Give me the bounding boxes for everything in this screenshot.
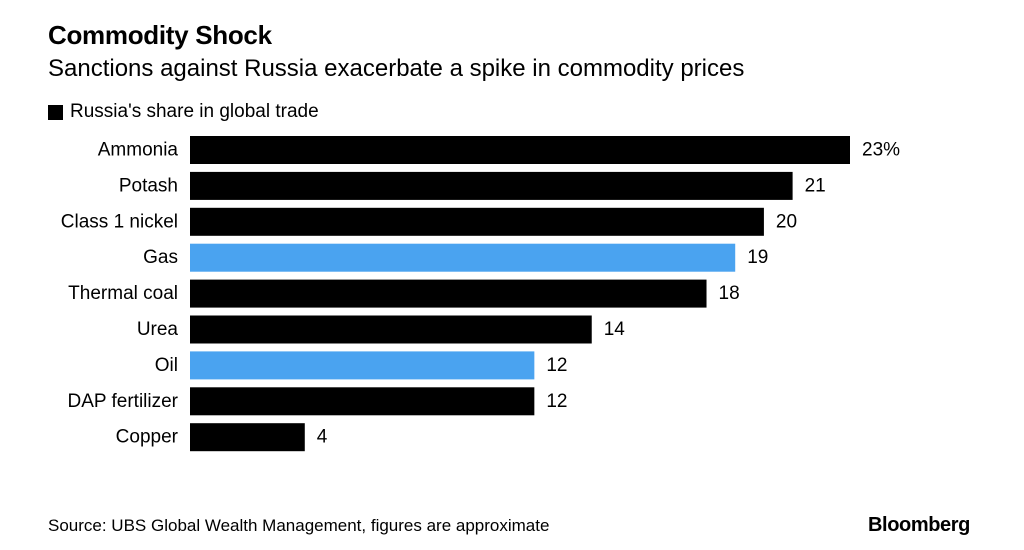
legend-label: Russia's share in global trade xyxy=(70,101,319,122)
bar xyxy=(190,351,535,380)
category-label: DAP fertilizer xyxy=(67,391,178,412)
category-label: Urea xyxy=(137,319,179,340)
legend: Russia's share in global trade xyxy=(48,101,319,123)
category-label: Class 1 nickel xyxy=(61,211,178,232)
category-label: Oil xyxy=(155,355,178,376)
category-label: Thermal coal xyxy=(68,283,178,304)
category-label: Gas xyxy=(143,247,178,268)
brand-logo: Bloomberg xyxy=(868,514,970,536)
category-label: Potash xyxy=(119,175,178,196)
bar xyxy=(190,279,707,308)
value-label: 19 xyxy=(747,247,768,268)
value-label: 12 xyxy=(546,355,567,376)
bar xyxy=(190,207,764,236)
value-label: 20 xyxy=(776,211,797,232)
bar xyxy=(190,387,535,416)
value-label: 12 xyxy=(546,391,567,412)
value-label: 4 xyxy=(317,427,328,448)
category-label: Copper xyxy=(116,427,179,448)
bar xyxy=(190,423,305,452)
bar xyxy=(190,243,736,272)
category-label: Ammonia xyxy=(98,140,179,161)
value-label: 21 xyxy=(805,175,826,196)
chart-subtitle: Sanctions against Russia exacerbate a sp… xyxy=(48,55,745,82)
value-label: 18 xyxy=(719,283,740,304)
bar xyxy=(190,171,793,200)
source-note: Source: UBS Global Wealth Management, fi… xyxy=(48,516,550,535)
chart-title: Commodity Shock xyxy=(48,20,272,50)
value-label: 14 xyxy=(604,319,626,340)
legend-swatch xyxy=(48,104,63,120)
bar xyxy=(190,136,850,164)
bar xyxy=(190,315,592,344)
value-label: 23% xyxy=(862,140,900,161)
